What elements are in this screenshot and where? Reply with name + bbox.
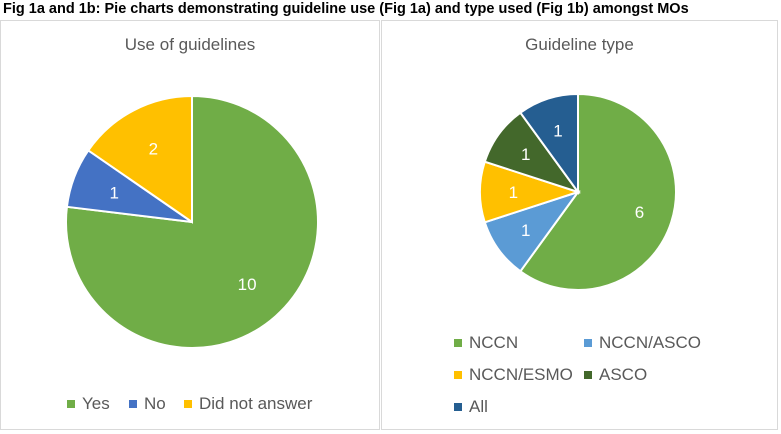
legend-item-nccn: NCCN <box>454 333 518 353</box>
chart-title: Guideline type <box>525 35 634 54</box>
pie-slice-yes <box>65 94 319 349</box>
data-label-yes: 10 <box>238 275 257 294</box>
legend-label: ASCO <box>599 365 648 384</box>
legend-swatch-yes <box>67 400 75 408</box>
legend-swatch-all <box>454 403 462 411</box>
pie-slice-nccn <box>518 92 677 291</box>
legend-item-no: No <box>129 394 166 414</box>
legend-item-nccn-asco: NCCN/ASCO <box>584 333 701 353</box>
pie-chart-use-of-guidelines: 10 1 2 <box>65 94 319 349</box>
pie-slice-did-not-answer <box>86 94 193 224</box>
data-label-nccn-esmo: 1 <box>509 183 518 202</box>
chart-panel-use-of-guidelines: Use of guidelines 10 1 2 Yes No Did not an… <box>0 20 380 430</box>
legend-swatch-nccn-esmo <box>454 371 462 379</box>
figure-caption: Fig 1a and 1b: Pie charts demonstrating … <box>3 1 689 17</box>
pie-slice-all <box>519 92 579 196</box>
legend-label: NCCN <box>469 333 519 352</box>
legend-item-asco: ASCO <box>584 365 647 385</box>
legend-label: All <box>469 397 488 416</box>
chart-title: Use of guidelines <box>124 35 256 54</box>
legend-swatch-did-not-answer <box>184 400 192 408</box>
data-label-did-not-answer: 2 <box>149 139 158 158</box>
legend-item-nccn-esmo: NCCN/ESMO <box>454 365 573 385</box>
data-label-all: 1 <box>553 121 562 140</box>
data-label-nccn: 6 <box>635 203 644 222</box>
legend-item-did-not-answer: Did not answer <box>184 394 312 414</box>
legend-label: NCCN/ASCO <box>599 333 702 352</box>
data-label-no: 1 <box>110 184 119 203</box>
legend-swatch-nccn-asco <box>584 339 592 347</box>
data-label-nccn-asco: 1 <box>521 221 530 240</box>
legend-label: NCCN/ESMO <box>469 365 573 384</box>
legend-swatch-no <box>129 400 137 408</box>
legend-swatch-asco <box>584 371 592 379</box>
legend-item-all: All <box>454 397 488 417</box>
legend-label: Did not answer <box>199 394 313 413</box>
legend-label: Yes <box>82 394 110 413</box>
legend-swatch-nccn <box>454 339 462 347</box>
legend-item-yes: Yes <box>67 394 110 414</box>
data-label-asco: 1 <box>521 145 530 164</box>
legend-label: No <box>144 394 166 413</box>
